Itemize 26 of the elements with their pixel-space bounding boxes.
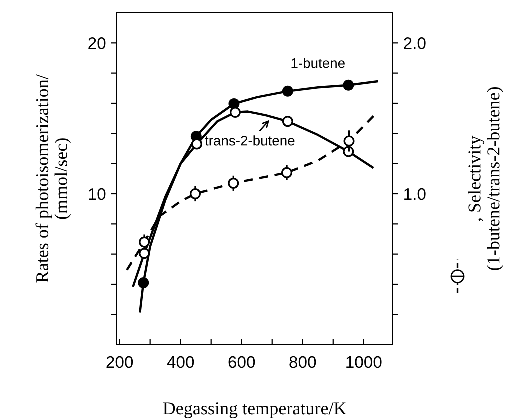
point [138,278,150,288]
x-tick-label: 800 [290,356,316,368]
annotation: 1-butene [292,58,345,68]
point [192,138,203,150]
y-axis-title: Rates of photoisomerization/ (mmol/sec) [36,74,72,283]
x-tick-label: 400 [167,356,194,368]
x-tick-label: 200 [106,356,134,368]
point [343,80,354,91]
point [228,178,240,189]
point [139,236,150,248]
point [190,188,201,200]
annotation: trans-2-butene [205,136,295,146]
point [282,116,294,128]
point [282,167,293,178]
point [282,86,294,97]
y-tick-label: 20 [88,38,106,50]
y-tick-label: 10 [89,188,106,200]
x-tick-label: 1000 [346,356,382,368]
x-tick-label: 600 [228,356,256,368]
x-axis-title: Degassing temperature/K [163,402,347,418]
point [344,136,355,147]
y2-tick-label: 2.0 [404,38,426,50]
point [230,107,241,118]
y2-tick-label: 1.0 [404,188,426,200]
y2-axis-title: , Selectivity (1-butene/trans-2-butene) [468,87,504,270]
point [139,248,150,260]
